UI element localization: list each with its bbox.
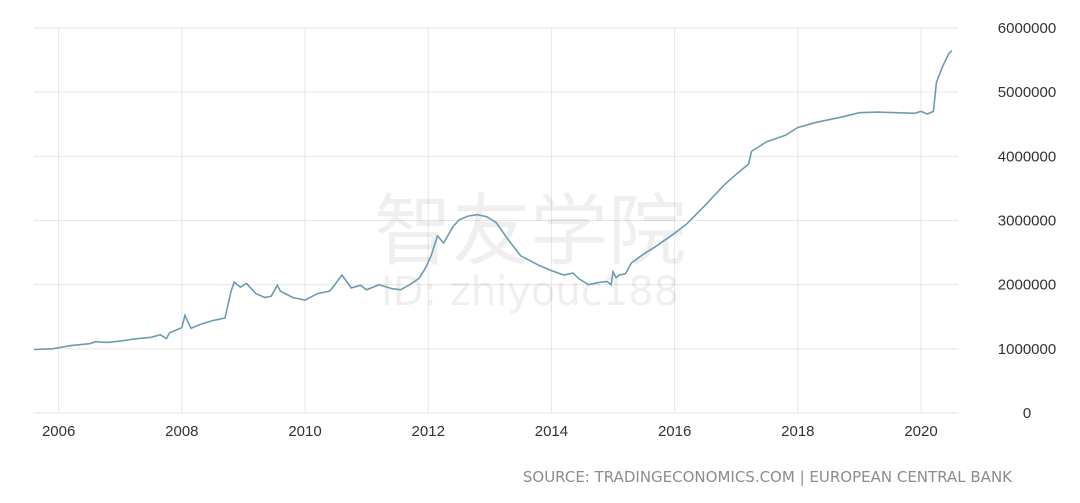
watermark: 智友学院 ID: zhiyouc188	[374, 187, 686, 315]
x-tick-label: 2008	[165, 423, 198, 440]
y-tick-label: 3000000	[998, 213, 1056, 230]
x-tick-label: 2016	[658, 423, 691, 440]
y-tick-label: 1000000	[998, 341, 1056, 358]
series-line	[33, 49, 953, 351]
gridlines	[34, 27, 958, 414]
x-tick-label: 2020	[904, 423, 937, 440]
x-tick-label: 2010	[288, 423, 321, 440]
y-axis-ticks: 0 1000000 2000000 3000000 4000000 5000000 6000…	[998, 20, 1056, 422]
x-tick-label: 2018	[781, 423, 814, 440]
watermark-line-1: 智友学院	[374, 187, 686, 277]
x-axis-ticks: 2006 2008 2010 2012 2014 2016 2018 2020	[42, 423, 938, 440]
y-tick-label: 5000000	[998, 84, 1056, 101]
x-tick-label: 2014	[535, 423, 568, 440]
series-group	[33, 49, 953, 351]
y-tick-label: 0	[1023, 405, 1031, 422]
x-tick-label: 2006	[42, 423, 75, 440]
x-tick-label: 2012	[412, 423, 445, 440]
source-label: SOURCE: TRADINGECONOMICS.COM | EUROPEAN …	[523, 468, 1013, 486]
y-tick-label: 2000000	[998, 277, 1056, 294]
y-tick-label: 6000000	[998, 20, 1056, 37]
y-tick-label: 4000000	[998, 148, 1056, 165]
watermark-line-2: ID: zhiyouc188	[381, 269, 679, 315]
